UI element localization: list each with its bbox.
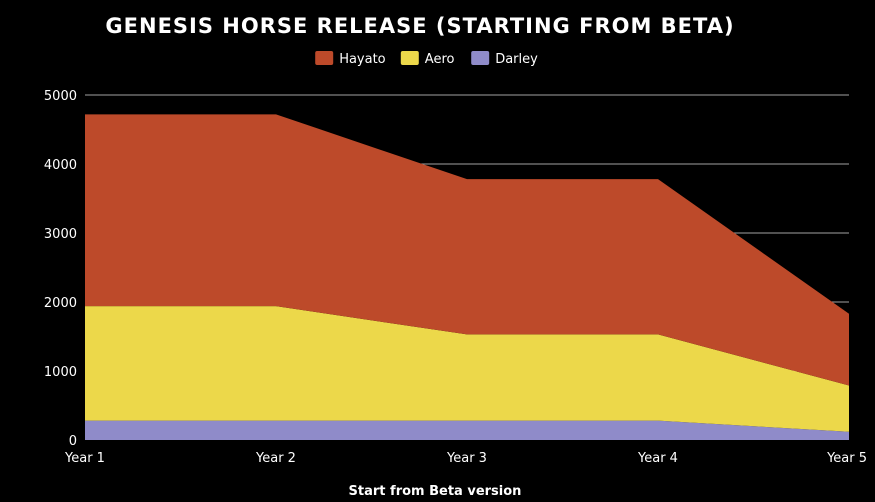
x-tick-label: Year 2 [255,451,296,466]
x-tick-label: Year 4 [637,451,678,466]
chart-title: GENESIS HORSE RELEASE (STARTING FROM BET… [105,14,734,38]
y-tick-label: 1000 [44,365,77,380]
x-tick-label: Year 3 [446,451,487,466]
area-aero [85,306,849,432]
area-hayato [85,114,849,386]
y-tick-label: 4000 [44,158,77,173]
y-tick-label: 3000 [44,227,77,242]
legend-label-darley: Darley [495,52,538,67]
x-axis-ticks: Year 1 Year 2 Year 3 Year 4 Year 5 [64,451,867,466]
x-axis-label: Start from Beta version [349,484,522,499]
x-tick-label: Year 5 [826,451,867,466]
legend-label-aero: Aero [425,52,455,67]
legend-swatch-darley [471,51,490,65]
legend-swatch-aero [400,51,419,65]
legend-swatch-hayato [315,51,334,65]
x-tick-label: Year 1 [64,451,105,466]
y-tick-label: 2000 [44,296,77,311]
area-series [85,114,849,440]
y-axis-ticks: 0 1000 2000 3000 4000 5000 [44,89,77,449]
y-tick-label: 0 [69,434,77,449]
legend: Hayato Aero Darley [315,51,538,67]
y-tick-label: 5000 [44,89,77,104]
legend-label-hayato: Hayato [339,52,385,67]
area-darley [85,420,849,440]
